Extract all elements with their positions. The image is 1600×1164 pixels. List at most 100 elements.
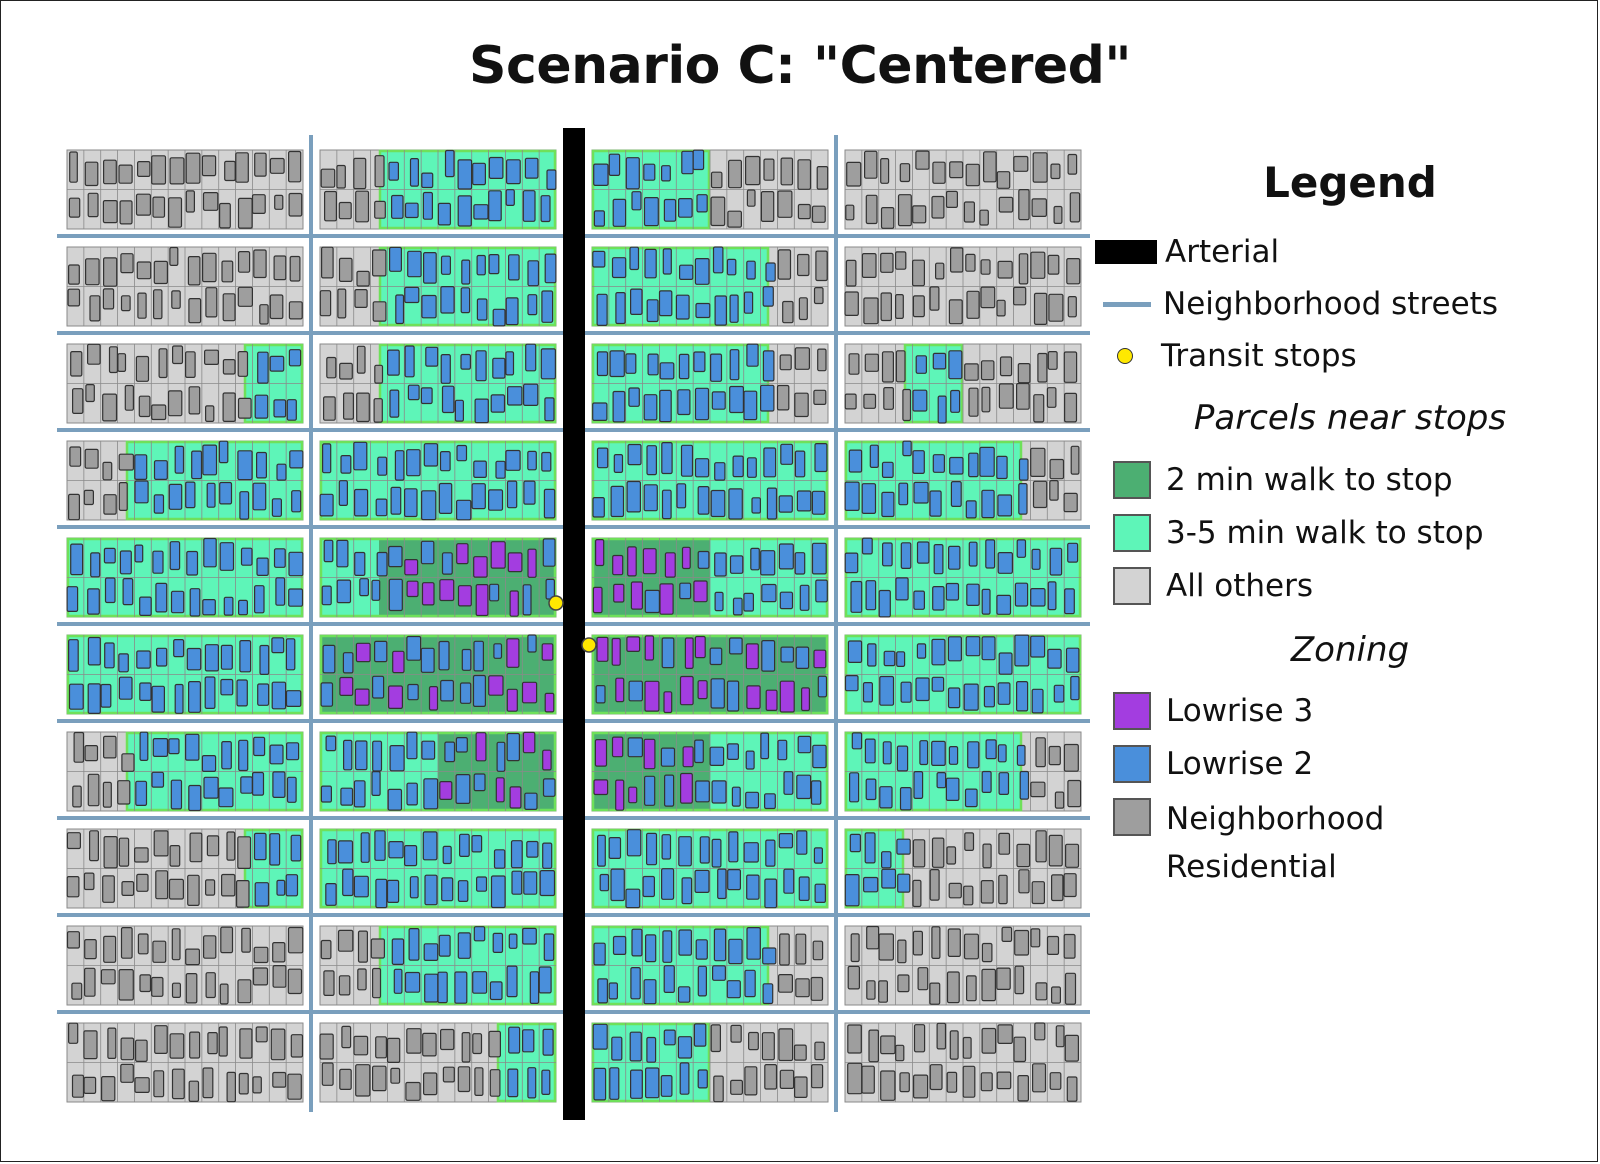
building xyxy=(221,740,232,770)
building xyxy=(122,577,134,606)
building xyxy=(713,928,727,962)
building xyxy=(457,159,473,190)
transit-stop[interactable] xyxy=(548,595,564,611)
building xyxy=(593,210,606,227)
building xyxy=(998,652,1013,675)
building xyxy=(372,675,385,699)
building xyxy=(319,1033,334,1060)
building xyxy=(1032,480,1048,509)
building xyxy=(746,926,761,960)
building xyxy=(1046,935,1060,955)
building xyxy=(1065,647,1080,673)
building xyxy=(644,589,660,614)
city-block xyxy=(66,246,304,327)
building xyxy=(996,594,1012,615)
building xyxy=(238,1072,249,1095)
building xyxy=(642,548,657,575)
building xyxy=(322,644,336,674)
building xyxy=(729,349,740,381)
building xyxy=(339,1068,352,1091)
building xyxy=(1030,251,1046,279)
building xyxy=(441,552,453,575)
building xyxy=(813,649,827,669)
building xyxy=(760,732,770,760)
building xyxy=(321,585,332,606)
building xyxy=(810,780,822,805)
building xyxy=(796,830,808,855)
building xyxy=(611,257,627,279)
building xyxy=(207,1031,218,1055)
building xyxy=(1001,926,1013,942)
building xyxy=(439,780,453,800)
city-block xyxy=(844,731,1082,812)
building xyxy=(441,385,455,414)
building xyxy=(171,1068,185,1100)
building xyxy=(424,874,438,906)
building xyxy=(981,489,995,519)
building xyxy=(845,204,855,221)
building xyxy=(442,1066,455,1083)
building xyxy=(394,450,405,481)
building xyxy=(895,1044,905,1062)
building xyxy=(1030,928,1041,948)
building xyxy=(422,831,438,861)
legend-label-streets: Neighborhood streets xyxy=(1163,286,1498,322)
legend-label-nr-line2: Residential xyxy=(1166,849,1337,885)
building xyxy=(1013,155,1029,172)
building xyxy=(388,578,403,612)
building xyxy=(220,678,234,696)
building xyxy=(745,643,759,670)
building xyxy=(879,786,893,809)
building xyxy=(121,753,135,772)
building xyxy=(744,1066,758,1096)
building xyxy=(998,383,1014,409)
building xyxy=(357,930,368,963)
building xyxy=(406,1028,422,1054)
building xyxy=(139,731,149,762)
building xyxy=(324,190,338,222)
building xyxy=(661,489,672,520)
building xyxy=(188,386,201,415)
building xyxy=(339,362,353,380)
building xyxy=(323,970,335,997)
building xyxy=(488,489,504,511)
building xyxy=(726,258,737,276)
building xyxy=(509,786,522,809)
building xyxy=(896,651,906,667)
building xyxy=(611,1036,623,1061)
building xyxy=(66,931,80,949)
building xyxy=(440,286,455,314)
building xyxy=(997,744,1007,763)
building xyxy=(493,849,506,869)
building xyxy=(191,450,203,480)
building xyxy=(489,981,503,1001)
building xyxy=(997,494,1013,517)
building xyxy=(678,929,692,956)
building xyxy=(542,778,556,797)
building xyxy=(237,286,254,307)
building xyxy=(219,542,235,571)
building xyxy=(185,948,200,966)
building xyxy=(947,545,961,570)
building xyxy=(866,980,876,1000)
building xyxy=(389,246,403,272)
building xyxy=(153,460,168,481)
building xyxy=(252,967,269,986)
building xyxy=(404,488,418,518)
building xyxy=(457,932,471,959)
building xyxy=(320,168,336,188)
building xyxy=(811,205,826,223)
building xyxy=(1018,869,1030,894)
building xyxy=(275,577,286,606)
building xyxy=(70,543,84,576)
city-block xyxy=(66,634,304,715)
building xyxy=(124,384,135,411)
legend-item-lowrise3: Lowrise 3 xyxy=(1105,689,1313,733)
transit-stop[interactable] xyxy=(581,637,597,653)
building xyxy=(794,392,809,418)
building xyxy=(336,579,352,604)
map-title: Scenario C: "Centered" xyxy=(469,36,1131,96)
building xyxy=(338,480,348,507)
building xyxy=(817,348,827,372)
building xyxy=(287,926,304,954)
